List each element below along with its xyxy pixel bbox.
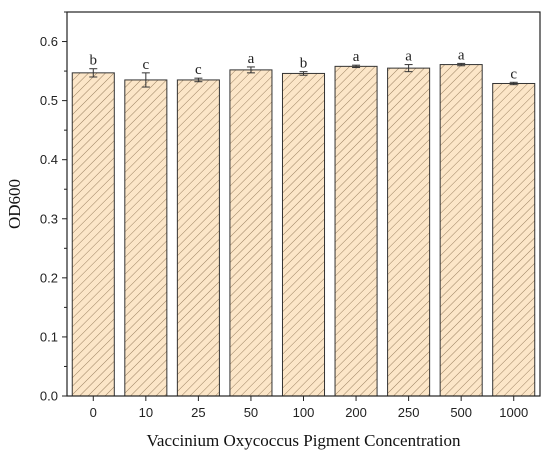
error-bar-250 <box>404 64 413 73</box>
x-tick-label-10: 10 <box>139 405 153 420</box>
bars-group <box>71 64 536 397</box>
x-tick-label-250: 250 <box>398 405 420 420</box>
x-tick-label-50: 50 <box>244 405 258 420</box>
bar-10 <box>124 79 168 397</box>
error-bar-25 <box>194 77 203 83</box>
x-tick-label-25: 25 <box>191 405 205 420</box>
y-tick-label-0.1: 0.1 <box>40 329 58 344</box>
y-tick-label-0.0: 0.0 <box>40 389 58 404</box>
y-tick-label-0.2: 0.2 <box>40 270 58 285</box>
significance-label-200: a <box>353 49 360 65</box>
y-tick-label-0.5: 0.5 <box>40 93 58 108</box>
significance-label-0: b <box>90 53 98 69</box>
significance-label-25: c <box>195 62 202 78</box>
significance-labels-group: b c c a b a a a c <box>90 47 518 82</box>
significance-label-50: a <box>248 51 255 67</box>
error-bar-500 <box>457 62 466 67</box>
error-bar-200 <box>352 64 361 69</box>
x-tick-label-100: 100 <box>293 405 315 420</box>
bar-200 <box>334 65 378 397</box>
error-bar-0 <box>89 68 98 78</box>
bar-250 <box>387 67 431 397</box>
y-axis: 0.0 0.1 0.2 0.3 0.4 0.5 0.6 <box>40 11 67 404</box>
y-axis-title: OD600 <box>5 179 24 229</box>
error-bar-1000 <box>509 81 518 86</box>
x-tick-label-500: 500 <box>450 405 472 420</box>
x-axis-title: Vaccinium Oxycoccus Pigment Concentratio… <box>147 431 461 450</box>
x-tick-label-1000: 1000 <box>499 405 528 420</box>
y-tick-label-0.4: 0.4 <box>40 152 58 167</box>
x-tick-label-200: 200 <box>345 405 367 420</box>
significance-label-250: a <box>405 49 412 65</box>
error-bar-10 <box>141 72 150 88</box>
significance-label-1000: c <box>510 66 517 82</box>
bar-500 <box>439 64 483 397</box>
significance-label-10: c <box>142 57 149 73</box>
y-tick-label-0.6: 0.6 <box>40 34 58 49</box>
significance-label-500: a <box>458 47 465 63</box>
error-bar-50 <box>246 66 255 74</box>
x-tick-label-0: 0 <box>90 405 97 420</box>
bar-25 <box>176 79 220 397</box>
bar-50 <box>229 69 273 397</box>
error-bar-100 <box>299 71 308 76</box>
x-axis: 0 10 25 50 100 200 250 500 1000 <box>90 396 528 420</box>
significance-label-100: b <box>300 56 308 72</box>
error-bars-group <box>89 62 518 88</box>
bar-1000 <box>492 82 536 397</box>
bar-100 <box>281 72 326 397</box>
y-tick-label-0.3: 0.3 <box>40 211 58 226</box>
bar-0 <box>71 72 115 397</box>
